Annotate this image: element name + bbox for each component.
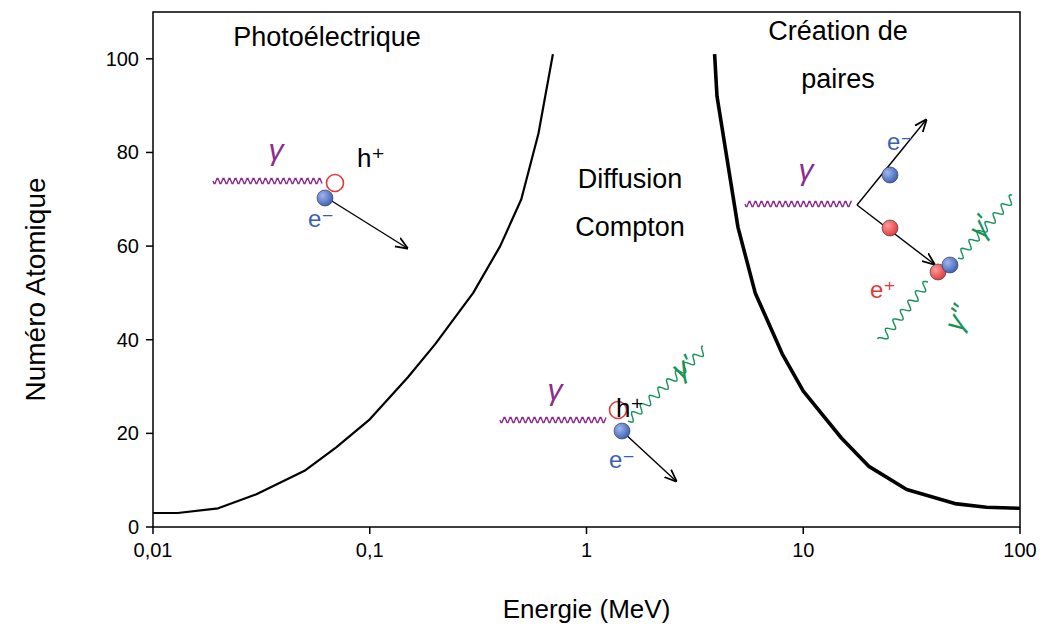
- y-tick: [146, 58, 153, 60]
- particle: [882, 220, 898, 236]
- y-tick-label: 20: [117, 422, 139, 444]
- arrow: [857, 205, 934, 264]
- particle: [614, 423, 630, 439]
- particle-label: γ: [799, 153, 816, 186]
- particle-label: γ': [962, 208, 999, 243]
- x-tick: [1019, 527, 1021, 534]
- particle: [882, 167, 898, 183]
- particle-label: γ: [269, 133, 286, 166]
- y-tick-label: 80: [117, 141, 139, 163]
- photon-wave: [213, 178, 322, 183]
- region-label: Compton: [575, 212, 685, 242]
- region-label: Création de: [768, 16, 908, 46]
- region-label: Diffusion: [578, 164, 683, 194]
- region-label: Photoélectrique: [233, 22, 421, 52]
- x-tick: [586, 527, 588, 534]
- y-tick: [146, 339, 153, 341]
- x-tick-label: 0,01: [134, 539, 173, 561]
- x-tick-label: 10: [792, 539, 814, 561]
- x-axis-title: Energie (MeV): [503, 594, 671, 624]
- x-tick: [803, 527, 805, 534]
- boundary-curve: [153, 54, 553, 513]
- particle-label: e⁺: [870, 276, 896, 303]
- y-tick: [146, 152, 153, 154]
- photon-wave: [745, 201, 852, 206]
- y-tick: [146, 433, 153, 435]
- arrow: [857, 120, 926, 205]
- particle-label: h⁺: [357, 143, 385, 173]
- particle-label: e⁻: [887, 128, 913, 155]
- arrow: [327, 198, 407, 248]
- y-axis-title: Numéro Atomique: [20, 177, 51, 401]
- x-tick: [369, 527, 371, 534]
- particle-label: γ'': [938, 299, 977, 336]
- plot-frame: [153, 12, 1020, 527]
- photon-wave: [958, 195, 1012, 259]
- y-tick: [146, 245, 153, 247]
- y-tick-label: 40: [117, 329, 139, 351]
- x-tick-label: 100: [1003, 539, 1036, 561]
- particle-label: γ': [666, 348, 701, 385]
- particle: [317, 190, 333, 206]
- particle-label: γ: [548, 373, 565, 406]
- y-tick-label: 0: [128, 516, 139, 538]
- region-label: paires: [801, 64, 875, 94]
- chart: 0,01 0,1 1 10 100 0 20 40 60 80 100 Energie (MeV) Nu…: [0, 0, 1043, 641]
- particle-label: e⁻: [609, 446, 635, 473]
- photon-wave: [500, 417, 606, 422]
- plot-area: [153, 54, 1020, 513]
- particle-label: e⁻: [308, 205, 334, 232]
- x-tick: [152, 527, 154, 534]
- x-tick-label: 0,1: [356, 539, 384, 561]
- x-tick-label: 1: [581, 539, 592, 561]
- hole: [327, 175, 344, 192]
- y-tick-label: 100: [106, 48, 139, 70]
- particle: [942, 257, 958, 273]
- y-tick-label: 60: [117, 235, 139, 257]
- particle-label: h⁺: [616, 393, 644, 423]
- boundary-curve: [715, 54, 1020, 508]
- y-tick: [146, 526, 153, 528]
